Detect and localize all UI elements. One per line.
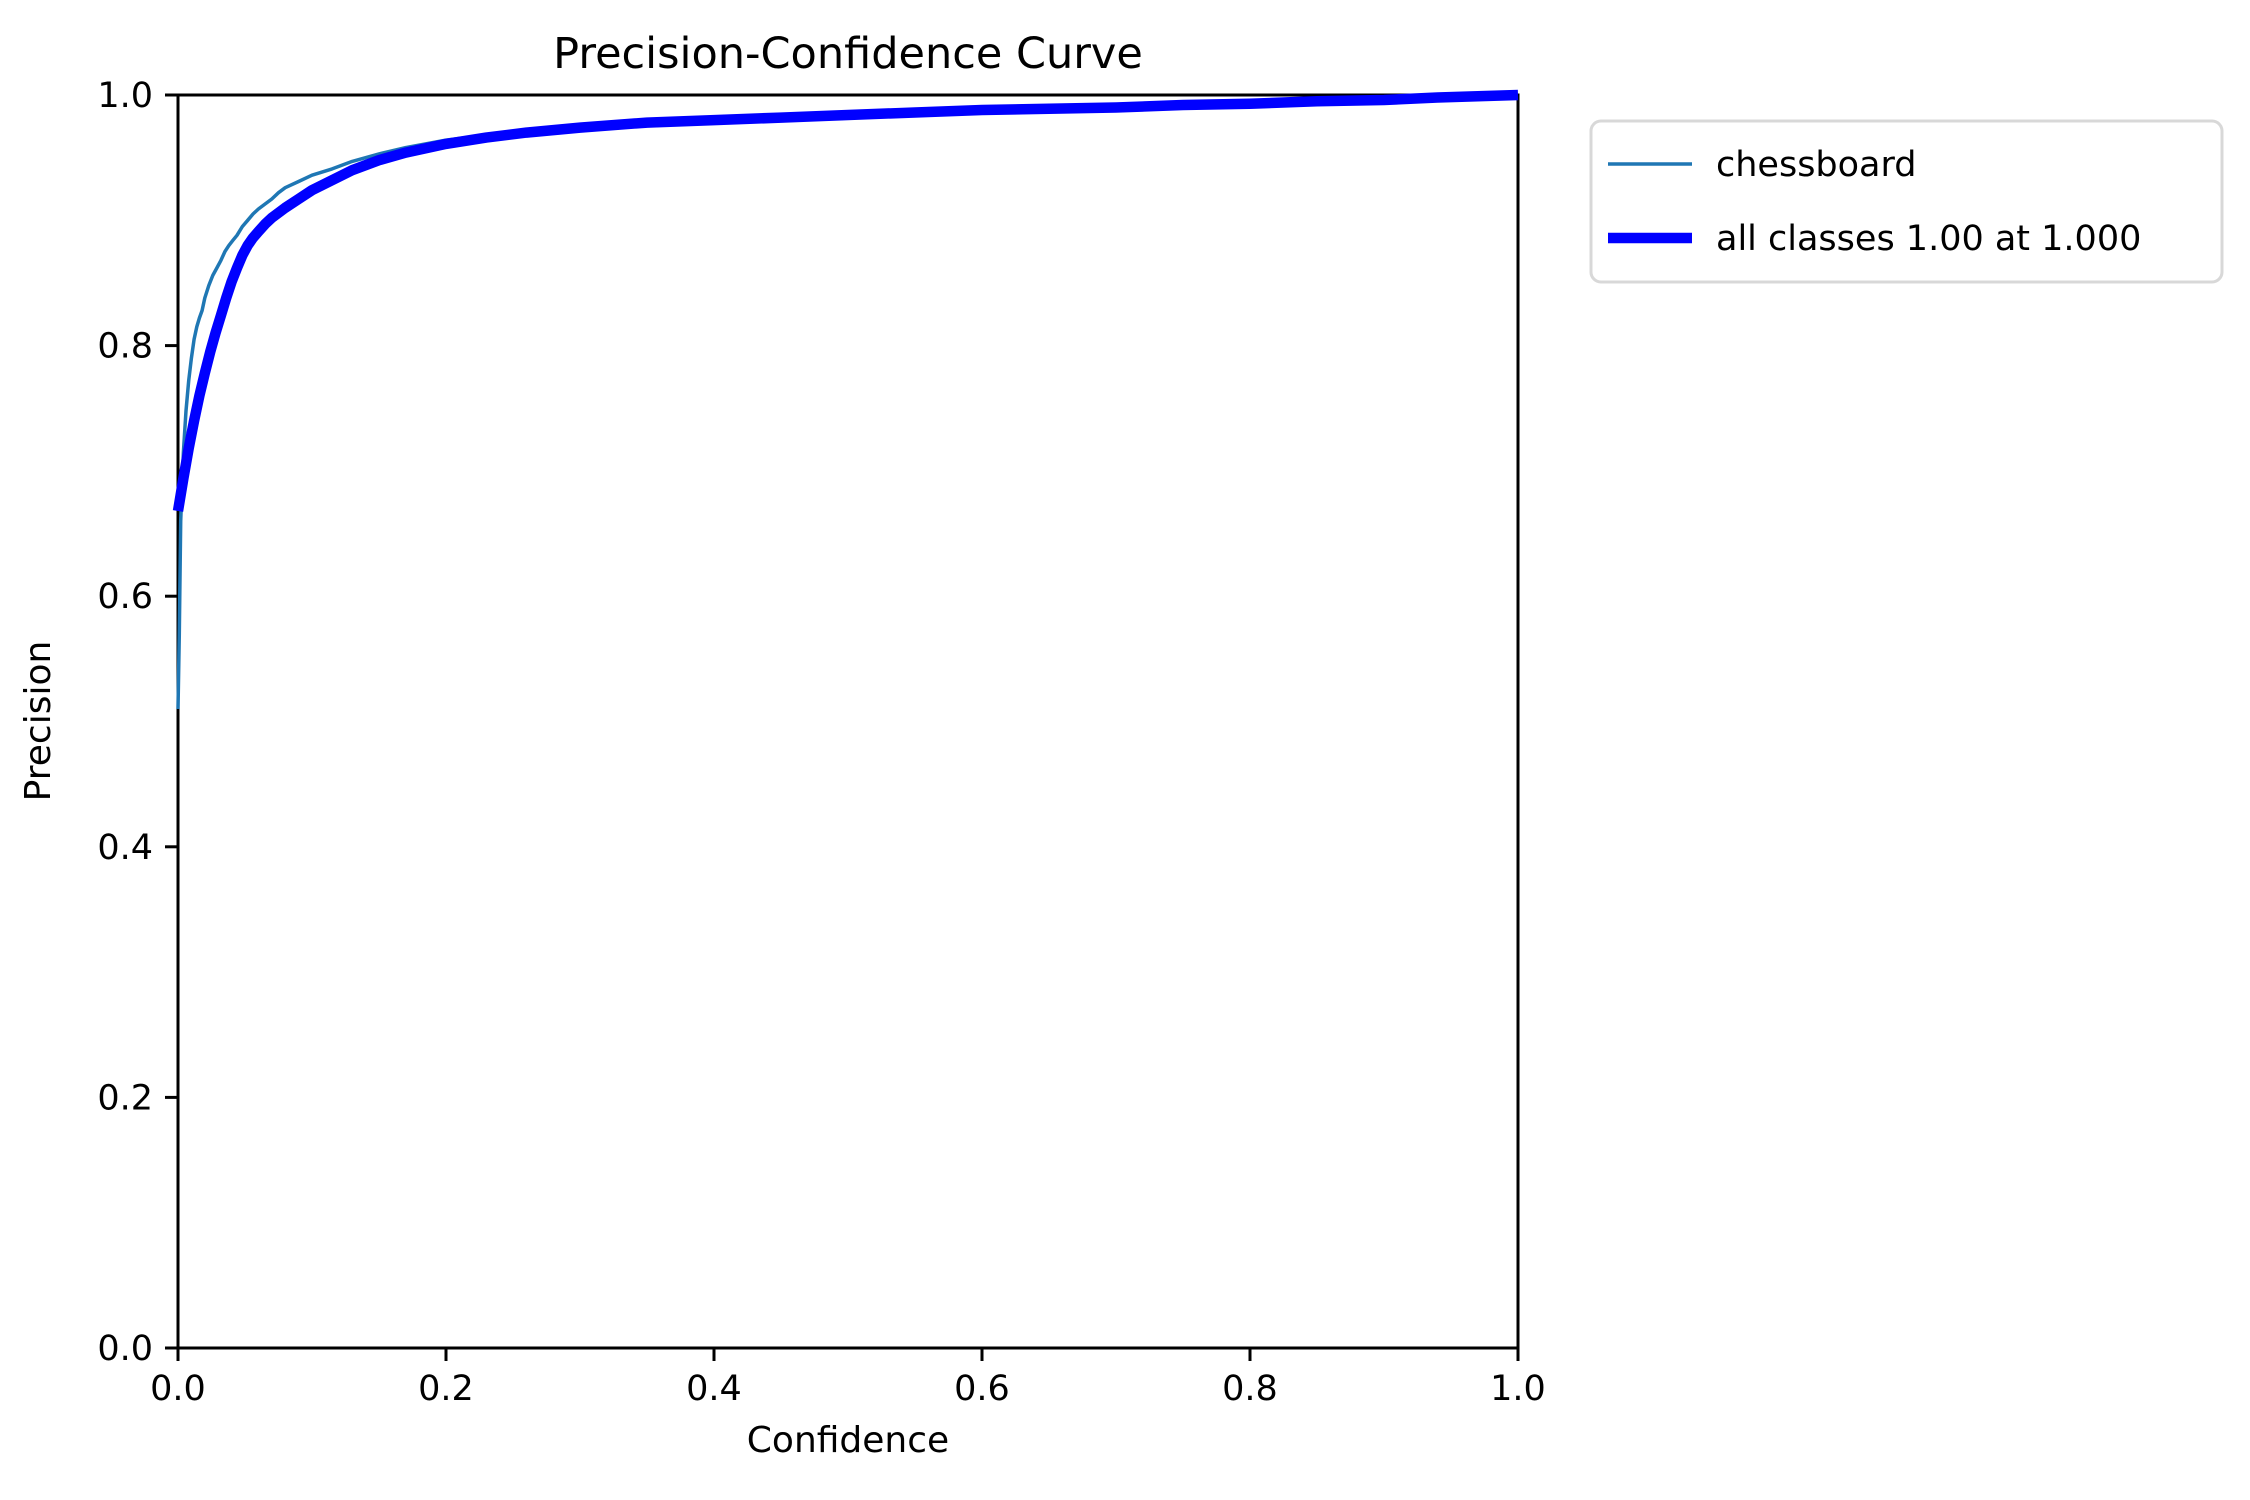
series-chessboard-line (176, 93, 1519, 710)
x-tick-label: 0.2 (418, 1369, 474, 1409)
y-axis-label: Precision (18, 641, 59, 802)
y-tick-label: 1.0 (97, 76, 153, 116)
y-tick-label: 0.8 (97, 327, 153, 367)
series-all-classes-line (172, 89, 1519, 512)
plot-frame (176, 93, 1520, 1350)
x-tick-label: 0.0 (150, 1369, 206, 1409)
x-tick-label: 0.4 (686, 1369, 742, 1409)
legend-box: chessboard all classes 1.00 at 1.000 (1589, 119, 2224, 284)
legend-frame (1589, 119, 2224, 284)
x-tick-label: 0.8 (1222, 1369, 1278, 1409)
x-axis-ticks: 0.0 0.2 0.4 0.6 0.8 1.0 (150, 1348, 1546, 1409)
y-axis-ticks: 0.0 0.2 0.4 0.6 0.8 1.0 (97, 76, 178, 1369)
x-axis-label: Confidence (747, 1420, 949, 1461)
y-tick-label: 0.4 (97, 828, 153, 868)
y-tick-label: 0.0 (97, 1329, 153, 1369)
series-group (172, 89, 1519, 710)
legend-label-chessboard: chessboard (1716, 145, 1917, 185)
x-tick-label: 1.0 (1490, 1369, 1546, 1409)
chart-title: Precision-Confidence Curve (553, 29, 1143, 79)
x-tick-label: 0.6 (954, 1369, 1010, 1409)
legend-label-all-classes: all classes 1.00 at 1.000 (1716, 219, 2141, 259)
y-tick-label: 0.6 (97, 577, 153, 617)
y-tick-label: 0.2 (97, 1078, 153, 1118)
